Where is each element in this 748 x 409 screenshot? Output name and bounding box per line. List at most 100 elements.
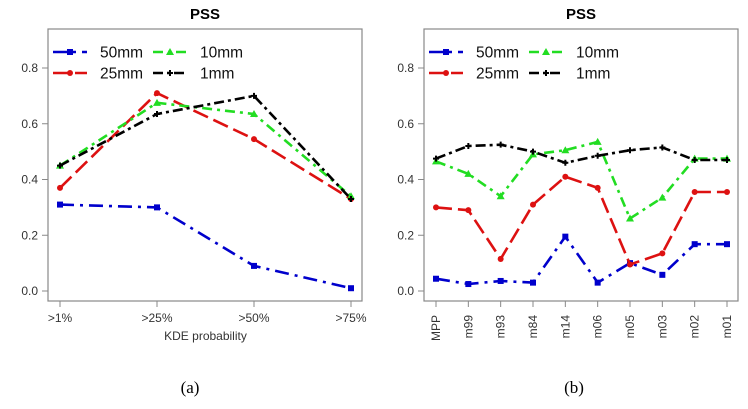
series-line-10mm — [59, 101, 352, 198]
data-point-1mm — [57, 162, 63, 169]
legend-marker-50mm — [67, 49, 73, 55]
legend-label-50mm: 50mm — [100, 45, 143, 62]
series-line-25mm — [59, 91, 352, 201]
legend-item-50mm: 50mm — [53, 45, 143, 62]
data-point-1mm — [627, 147, 633, 154]
data-point-50mm — [594, 279, 601, 286]
data-point-25mm — [659, 250, 666, 257]
data-point-50mm — [659, 271, 666, 278]
legend: 50mm 10mm 25mm 1mm — [53, 45, 243, 83]
data-point-10mm — [658, 193, 667, 201]
data-point-50mm — [691, 241, 698, 248]
series-1mm — [433, 141, 730, 166]
data-point-50mm — [497, 277, 504, 284]
data-point-1mm — [659, 144, 666, 151]
data-point-25mm — [562, 173, 569, 180]
data-point-25mm — [154, 90, 160, 97]
data-point-10mm — [561, 146, 570, 154]
legend-item-50mm: 50mm — [429, 45, 519, 62]
y-tick-label: 0.4 — [397, 173, 414, 187]
x-tick-label: >50% — [238, 311, 269, 325]
data-point-1mm — [691, 156, 698, 163]
data-point-50mm — [251, 262, 257, 269]
data-point-10mm — [347, 192, 355, 200]
y-tick-label: 0.6 — [397, 117, 414, 131]
data-point-10mm — [464, 169, 473, 177]
data-point-50mm — [530, 279, 536, 286]
data-point-1mm — [724, 156, 730, 163]
x-tick-label: m14 — [558, 315, 572, 339]
data-point-25mm — [530, 201, 536, 208]
series-line-50mm — [435, 235, 727, 286]
legend-marker-50mm — [443, 49, 449, 55]
x-tick-label: m03 — [655, 315, 669, 339]
data-point-1mm — [348, 196, 354, 203]
x-tick-label: m02 — [688, 315, 702, 339]
data-point-10mm — [153, 98, 161, 106]
chart-title: PSS — [566, 6, 596, 23]
legend-marker-25mm — [67, 70, 73, 76]
legend-marker-25mm — [443, 70, 449, 76]
chart-panel-a: PSS 0.0 0.2 0.4 0.6 0.8 >1% >25% >50% >75% KDE pro… — [21, 6, 367, 397]
data-point-10mm — [626, 214, 634, 222]
data-point-10mm — [593, 137, 602, 145]
legend-label-10mm: 10mm — [200, 45, 243, 62]
legend-label-25mm: 25mm — [100, 66, 143, 83]
data-point-1mm — [465, 143, 472, 150]
x-tick-label: m06 — [591, 315, 605, 339]
legend-item-25mm: 25mm — [429, 66, 519, 83]
plot-frame — [47, 28, 363, 302]
data-point-25mm — [57, 184, 63, 191]
data-point-50mm — [154, 204, 160, 211]
data-point-25mm — [433, 204, 439, 211]
legend-item-10mm: 10mm — [153, 45, 243, 62]
x-tick-label: >25% — [141, 311, 172, 325]
legend-item-1mm: 1mm — [529, 66, 610, 83]
y-tick-label: 0.0 — [397, 284, 414, 298]
series-line-1mm — [59, 94, 352, 200]
legend-label-10mm: 10mm — [576, 45, 619, 62]
legend-marker-10mm — [542, 48, 550, 55]
data-point-1mm — [562, 159, 569, 166]
legend: 50mm 10mm 25mm 1mm — [429, 45, 619, 83]
legend-label-25mm: 25mm — [476, 66, 519, 83]
legend-item-10mm: 10mm — [529, 45, 619, 62]
data-point-50mm — [348, 285, 354, 292]
x-tick-label: m93 — [494, 315, 508, 339]
x-tick-label: MPP — [429, 315, 443, 341]
data-point-10mm — [496, 192, 505, 200]
plot-frame — [423, 28, 739, 302]
legend-item-25mm: 25mm — [53, 66, 143, 83]
legend-item-1mm: 1mm — [153, 66, 234, 83]
y-tick-label: 0.4 — [21, 173, 38, 187]
x-axis-label: KDE probability — [164, 329, 247, 343]
data-point-25mm — [627, 261, 633, 268]
y-tick-label: 0.6 — [21, 117, 38, 131]
x-tick-label: m84 — [526, 315, 540, 339]
data-point-1mm — [154, 110, 160, 117]
data-point-25mm — [594, 184, 601, 191]
x-tick-label: m99 — [461, 315, 475, 339]
data-point-50mm — [433, 275, 439, 282]
data-point-25mm — [724, 189, 730, 196]
y-tick-label: 0.8 — [21, 61, 38, 75]
series-50mm — [433, 233, 730, 288]
data-point-25mm — [465, 207, 472, 214]
x-tick-label: m01 — [720, 315, 734, 339]
data-point-1mm — [530, 148, 536, 155]
series-line-1mm — [435, 143, 727, 165]
panel-caption: (a) — [181, 378, 200, 397]
y-tick-label: 0.0 — [21, 284, 38, 298]
data-point-1mm — [497, 141, 504, 148]
x-tick-label: >1% — [48, 311, 73, 325]
y-tick-label: 0.2 — [397, 228, 414, 242]
data-point-25mm — [251, 136, 257, 143]
data-point-50mm — [465, 281, 472, 288]
chart-title: PSS — [190, 6, 220, 23]
data-point-10mm — [250, 109, 258, 117]
series-line-10mm — [435, 140, 727, 220]
x-tick-label: >75% — [335, 311, 366, 325]
series-50mm — [57, 201, 354, 292]
chart-panel-b: PSS 0.0 0.2 0.4 0.6 0.8 MPP m99 m93 m84 m14 m06 m05 m… — [397, 6, 739, 397]
y-tick-label: 0.8 — [397, 61, 414, 75]
